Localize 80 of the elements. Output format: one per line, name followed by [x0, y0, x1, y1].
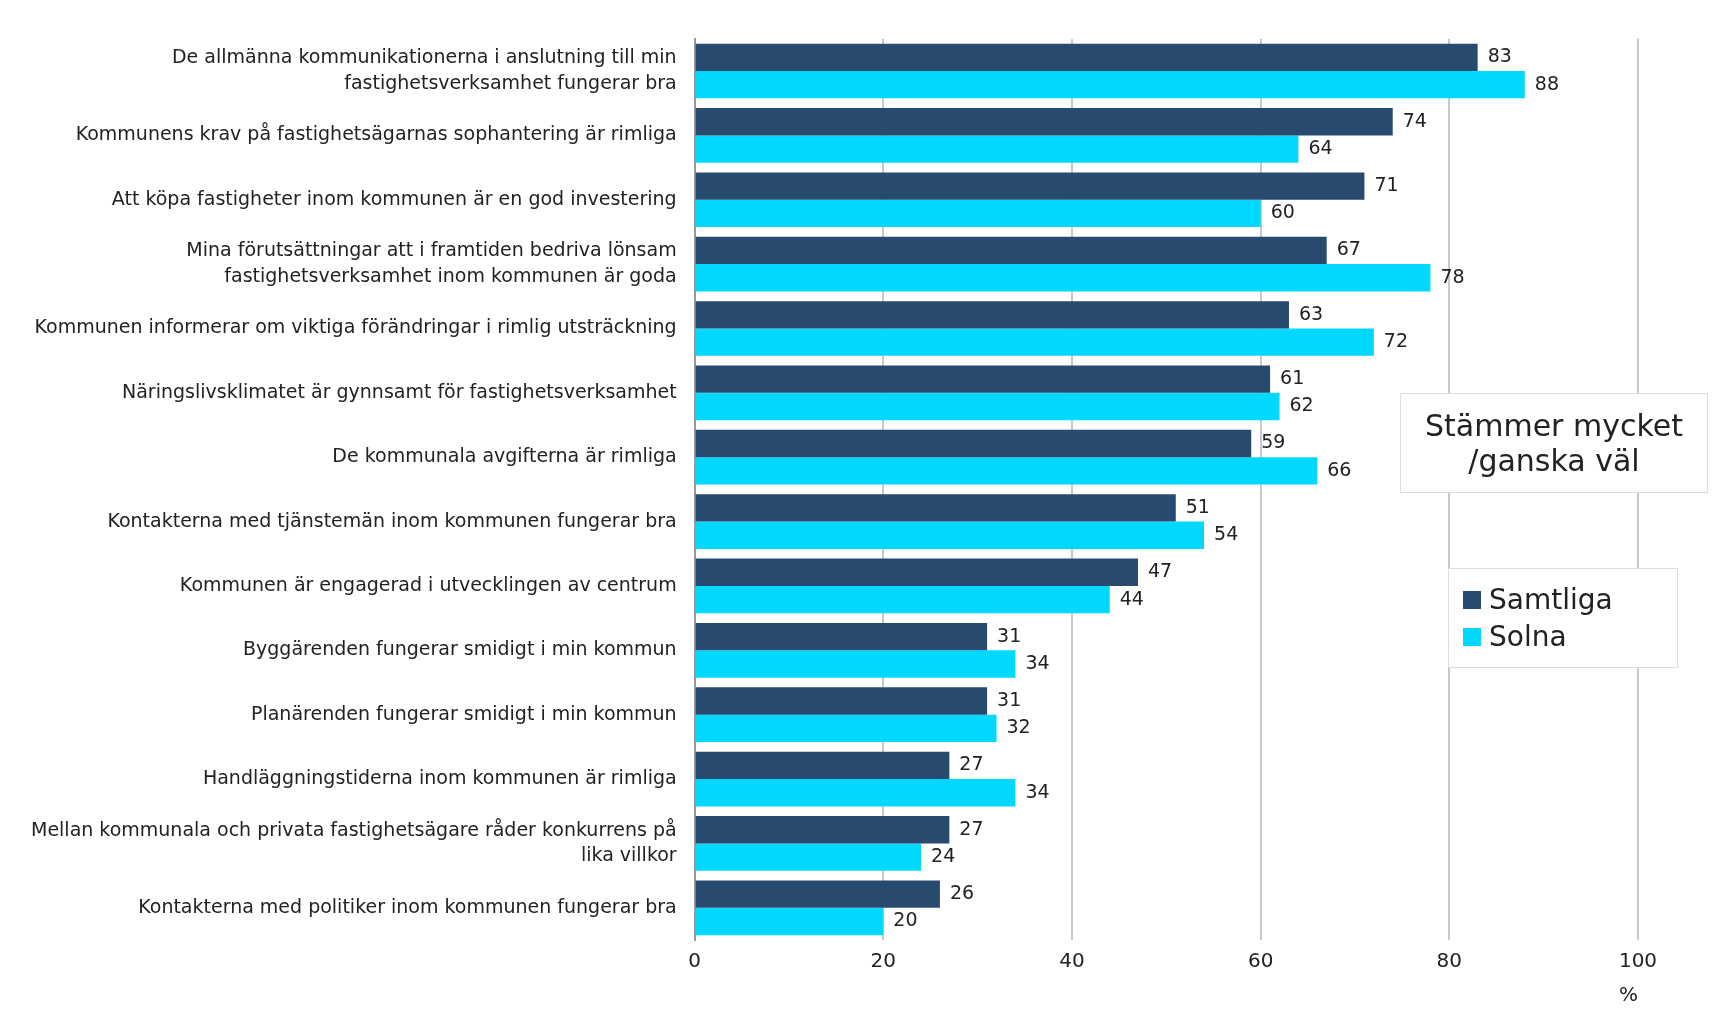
bar — [695, 264, 1431, 292]
x-tick-label: 40 — [1059, 948, 1085, 973]
y-tick-label: Handläggningstiderna inom kommunen är rimliga — [202, 766, 677, 789]
data-label: 74 — [1402, 108, 1427, 131]
data-label: 51 — [1185, 494, 1210, 517]
bar — [695, 108, 1393, 136]
bar — [695, 585, 1110, 614]
bar — [695, 907, 884, 936]
data-label: 31 — [997, 623, 1022, 646]
bar — [695, 43, 1478, 72]
x-tick-label: 80 — [1436, 948, 1463, 973]
x-tick-label: 60 — [1247, 948, 1274, 973]
y-tick-label: Mina förutsättningar att i framtiden bedriva lönsam fastighetsverksamhet inom kommunen är goda — [186, 238, 677, 286]
data-label: 67 — [1336, 237, 1361, 260]
data-label: 27 — [959, 816, 984, 839]
data-label: 32 — [1006, 715, 1031, 738]
bar — [695, 457, 1318, 485]
bar — [695, 880, 940, 908]
y-tick-label: Kommunen informerar om viktiga förändringar i rimlig utsträckning — [34, 315, 677, 338]
y-tick-label: De kommunala avgifterna är rimliga — [332, 444, 677, 467]
data-label: 24 — [931, 844, 956, 867]
bar — [695, 199, 1261, 228]
legend-label: Solna — [1489, 620, 1567, 653]
bar — [695, 714, 997, 743]
data-label: 64 — [1308, 136, 1333, 158]
y-tick-label: Planärenden fungerar smidigt i min kommun — [250, 701, 677, 724]
bar — [695, 622, 988, 651]
data-label: 54 — [1214, 522, 1239, 545]
data-label: 27 — [959, 752, 984, 775]
bar — [695, 843, 922, 871]
bar — [695, 494, 1176, 522]
bar — [695, 751, 950, 780]
y-tick-label: Kontakterna med politiker inom kommunen fungerar bra — [138, 894, 677, 917]
bar — [695, 236, 1327, 265]
bar — [695, 392, 1280, 421]
y-tick-label: Att köpa fastigheter inom kommunen är en god investering — [111, 186, 677, 209]
data-label: 31 — [997, 687, 1022, 710]
y-tick-label: Näringslivsklimatet är gynnsamt för fastighetsverksamhet — [122, 379, 677, 402]
bar — [695, 328, 1374, 356]
bar — [695, 429, 1252, 458]
bar — [695, 71, 1525, 99]
bar — [695, 521, 1205, 549]
data-label: 62 — [1289, 393, 1314, 416]
data-label: 83 — [1487, 44, 1512, 67]
bar — [695, 301, 1289, 329]
bar — [695, 816, 950, 844]
data-label: 66 — [1327, 457, 1352, 480]
y-tick-label: Kommunen är engagerad i utvecklingen av centrum — [179, 572, 677, 595]
bar — [695, 779, 1016, 807]
legend-label: Samtliga — [1489, 583, 1613, 616]
data-label: 34 — [1025, 650, 1050, 673]
x-axis-title: % — [1618, 982, 1638, 1007]
y-tick-label: De allmänna kommunikationerna i anslutning till min fastighetsverksamhet fungerar bra — [171, 45, 677, 93]
bar — [695, 687, 988, 715]
bar — [695, 135, 1299, 163]
data-label: 44 — [1119, 586, 1144, 609]
data-label: 78 — [1440, 264, 1465, 287]
data-label: 61 — [1280, 366, 1305, 389]
y-tick-label: Byggärenden fungerar smidigt i min kommun — [243, 637, 677, 660]
y-tick-label: Kommunens krav på fastighetsägarnas sophantering är rimliga — [75, 122, 677, 145]
data-label: 71 — [1374, 173, 1399, 196]
data-label: 88 — [1534, 71, 1559, 94]
data-label: 20 — [893, 908, 918, 931]
bar — [695, 558, 1139, 586]
data-label: 60 — [1270, 200, 1295, 223]
data-label: 72 — [1383, 329, 1409, 352]
data-label: 63 — [1298, 301, 1324, 324]
data-label: 59 — [1261, 430, 1286, 453]
bar — [695, 365, 1271, 393]
y-tick-label: Mellan kommunala och privata fastighetsägare råder konkurrens på lika villkor — [30, 817, 677, 866]
data-label: 26 — [949, 881, 975, 904]
x-tick-label: 20 — [870, 948, 897, 973]
data-label: 34 — [1025, 779, 1050, 802]
y-tick-label: Kontakterna med tjänstemän inom kommunen fungerar bra — [107, 508, 677, 531]
x-tick-label: 100 — [1618, 948, 1658, 973]
bar — [695, 650, 1016, 678]
data-label: 47 — [1148, 559, 1173, 582]
legend-title: Stämmer mycket /ganska väl — [1400, 393, 1708, 493]
x-tick-label: 0 — [688, 948, 702, 973]
bar — [695, 172, 1365, 200]
